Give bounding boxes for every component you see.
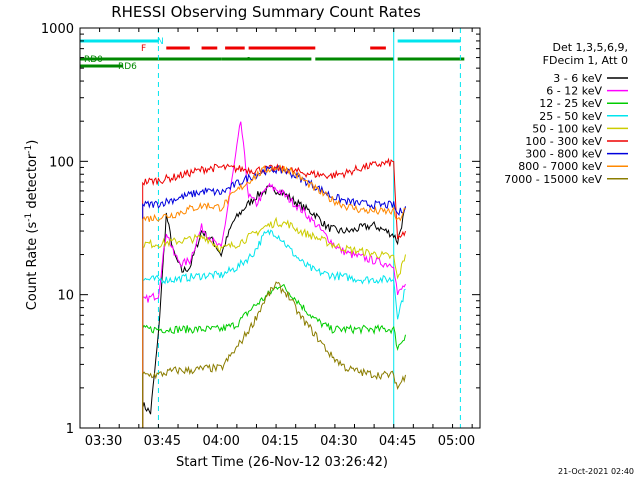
footer-date: 21-Oct-2021 02:40 bbox=[558, 467, 634, 476]
plot-border bbox=[79, 27, 481, 429]
series-line-3 bbox=[142, 283, 406, 428]
x-tick-label: 03:45 bbox=[144, 434, 181, 449]
flare-flag-label: F bbox=[141, 44, 146, 54]
y-label-part: detector bbox=[25, 153, 40, 213]
y-tick-label: 1000 bbox=[41, 22, 74, 37]
x-tick-label: 04:00 bbox=[202, 434, 239, 449]
legend-label: 25 - 50 keV bbox=[539, 110, 602, 123]
y-tick-label: 1 bbox=[66, 422, 74, 437]
y-label-part: Count Rate (s bbox=[25, 222, 40, 311]
x-axis-label: Start Time (26-Nov-12 03:26:42) bbox=[176, 455, 388, 470]
night-flag-label: N bbox=[157, 37, 164, 47]
legend-label: 50 - 100 keV bbox=[532, 122, 602, 135]
series-line-4 bbox=[142, 229, 406, 428]
rd-flag-dot bbox=[247, 57, 250, 59]
y-label-sup: -1 bbox=[24, 213, 34, 222]
legend-header-line1: Det 1,3,5,6,9, bbox=[552, 41, 628, 54]
y-label-part: ) bbox=[25, 140, 40, 145]
legend-label: 800 - 7000 keV bbox=[518, 160, 602, 173]
legend-label: 300 - 800 keV bbox=[525, 148, 602, 161]
y-label-sup: -1 bbox=[24, 145, 34, 154]
x-tick-label: 04:30 bbox=[320, 434, 357, 449]
series-line-1 bbox=[142, 185, 406, 428]
status-flags: N F RD0 RD6 bbox=[80, 28, 465, 428]
plot-frame bbox=[79, 27, 481, 429]
chart-title: RHESSI Observing Summary Count Rates bbox=[111, 3, 421, 21]
legend-label: 3 - 6 keV bbox=[553, 72, 602, 85]
legend-label: 7000 - 15000 keV bbox=[504, 173, 602, 186]
series-line-5 bbox=[142, 216, 406, 428]
y-axis-label: Count Rate (s-1 detector-1) bbox=[24, 140, 40, 311]
legend-label: 12 - 25 keV bbox=[539, 97, 602, 110]
y-tick-label: 100 bbox=[49, 155, 74, 170]
x-tick-label: 03:30 bbox=[85, 434, 122, 449]
series-line-6 bbox=[142, 157, 406, 428]
x-tick-label: 04:15 bbox=[261, 434, 298, 449]
series-line-9 bbox=[142, 281, 406, 428]
legend-header-line2: FDecim 1, Att 0 bbox=[543, 54, 628, 67]
series-line-8 bbox=[142, 164, 406, 428]
series-line-2 bbox=[142, 121, 406, 428]
legend-label: 6 - 12 keV bbox=[546, 85, 602, 98]
axes: 1 10 100 1000 03:30 03:45 04:00 04:15 04:30 04:45… bbox=[41, 22, 480, 449]
y-tick-label: 10 bbox=[57, 289, 74, 304]
x-tick-label: 04:45 bbox=[379, 434, 416, 449]
rd6-flag-label: RD6 bbox=[118, 62, 137, 72]
legend-label: 100 - 300 keV bbox=[525, 135, 602, 148]
x-tick-label: 05:00 bbox=[438, 434, 475, 449]
data-series bbox=[142, 121, 406, 428]
series-line-7 bbox=[142, 165, 406, 428]
rd0-flag-label: RD0 bbox=[84, 55, 103, 65]
